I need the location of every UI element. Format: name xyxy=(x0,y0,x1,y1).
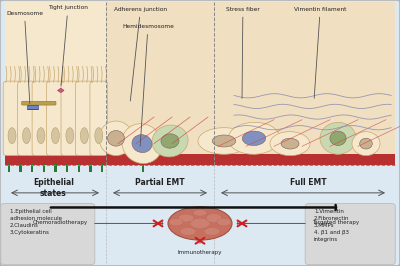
Bar xyxy=(106,2,214,154)
Bar xyxy=(78,164,80,172)
Bar xyxy=(19,164,22,172)
Text: Vimentin filament: Vimentin filament xyxy=(294,7,346,98)
Ellipse shape xyxy=(37,128,45,144)
Ellipse shape xyxy=(8,128,16,144)
Ellipse shape xyxy=(108,131,124,146)
Bar xyxy=(42,164,45,172)
Text: Chemoradiotherapy: Chemoradiotherapy xyxy=(33,220,88,225)
Bar xyxy=(101,164,103,172)
Ellipse shape xyxy=(360,138,372,149)
Bar xyxy=(8,164,10,172)
FancyBboxPatch shape xyxy=(32,81,50,156)
FancyBboxPatch shape xyxy=(76,81,93,156)
FancyBboxPatch shape xyxy=(18,81,35,156)
Text: Stress fiber: Stress fiber xyxy=(226,7,260,98)
Text: 1.Epithelial cell
adhesion molecule
2.Claudins
3.Cytokeratins: 1.Epithelial cell adhesion molecule 2.Cl… xyxy=(10,209,62,235)
Ellipse shape xyxy=(178,214,194,222)
Text: Full EMT: Full EMT xyxy=(290,178,326,187)
Ellipse shape xyxy=(228,122,280,154)
Bar xyxy=(214,2,395,154)
Bar xyxy=(54,164,57,172)
Ellipse shape xyxy=(320,122,356,154)
Ellipse shape xyxy=(168,207,232,240)
Ellipse shape xyxy=(206,213,222,223)
Text: Tight junction: Tight junction xyxy=(48,5,88,86)
FancyBboxPatch shape xyxy=(1,203,95,265)
Bar xyxy=(142,165,144,172)
Ellipse shape xyxy=(66,128,74,144)
Text: 1.Vimentin
2.Fibronectin
3.MMPs
4. β1 and β3
integrins: 1.Vimentin 2.Fibronectin 3.MMPs 4. β1 an… xyxy=(314,209,350,242)
Bar xyxy=(31,164,33,172)
FancyBboxPatch shape xyxy=(3,81,21,156)
Bar xyxy=(5,154,106,165)
FancyBboxPatch shape xyxy=(61,81,79,156)
Ellipse shape xyxy=(22,128,30,144)
Ellipse shape xyxy=(132,135,152,153)
Text: Partial EMT: Partial EMT xyxy=(135,178,185,187)
Ellipse shape xyxy=(330,131,346,146)
Bar xyxy=(214,154,395,165)
FancyBboxPatch shape xyxy=(46,81,64,156)
Bar xyxy=(66,164,68,172)
Ellipse shape xyxy=(352,132,380,156)
Ellipse shape xyxy=(193,210,207,216)
FancyBboxPatch shape xyxy=(305,203,395,265)
Ellipse shape xyxy=(180,227,196,235)
Bar xyxy=(27,105,38,109)
Ellipse shape xyxy=(281,138,299,149)
Ellipse shape xyxy=(152,125,188,157)
Ellipse shape xyxy=(198,128,250,154)
Ellipse shape xyxy=(217,218,231,226)
Ellipse shape xyxy=(52,128,59,144)
Text: Targeted therapy: Targeted therapy xyxy=(312,220,359,225)
Ellipse shape xyxy=(242,131,266,146)
Text: Desmosome: Desmosome xyxy=(6,11,43,104)
Ellipse shape xyxy=(80,128,88,144)
Ellipse shape xyxy=(161,134,179,148)
Ellipse shape xyxy=(122,124,162,164)
Ellipse shape xyxy=(204,227,220,235)
Ellipse shape xyxy=(270,132,310,156)
Ellipse shape xyxy=(212,135,236,147)
FancyBboxPatch shape xyxy=(22,101,56,105)
Bar xyxy=(5,2,106,154)
Text: Adherens junction: Adherens junction xyxy=(114,7,167,101)
Ellipse shape xyxy=(95,128,103,144)
Text: Immunotherapy: Immunotherapy xyxy=(178,250,222,255)
Ellipse shape xyxy=(99,121,133,156)
Polygon shape xyxy=(58,88,64,93)
Ellipse shape xyxy=(169,218,183,226)
Text: Epithelial
states: Epithelial states xyxy=(33,178,74,198)
Ellipse shape xyxy=(190,218,210,229)
FancyBboxPatch shape xyxy=(90,81,108,156)
Text: Hemidesmosome: Hemidesmosome xyxy=(122,24,174,146)
Bar xyxy=(89,164,92,172)
Bar xyxy=(106,154,214,165)
